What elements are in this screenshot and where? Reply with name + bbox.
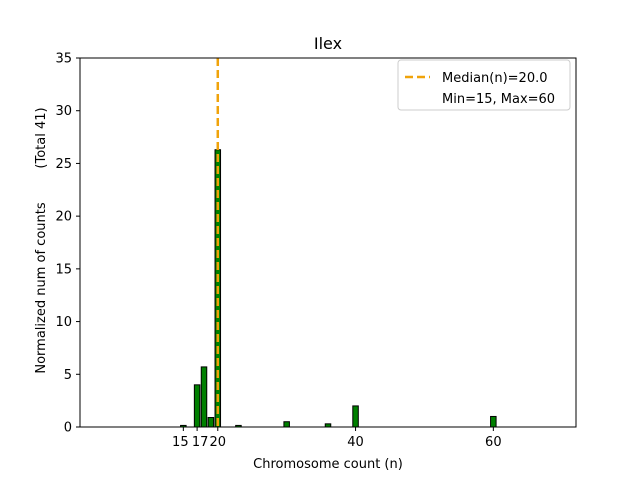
x-tick-label: 20 (210, 435, 227, 450)
x-tick-label: 17 (192, 435, 209, 450)
x-tick-label: 40 (347, 435, 364, 450)
x-tick-label: 60 (485, 435, 502, 450)
x-axis-label: Chromosome count (n) (253, 457, 403, 472)
bar (283, 421, 290, 428)
legend-box (397, 59, 571, 111)
y-tick-label: 30 (55, 104, 72, 119)
y-tick-label: 0 (64, 421, 72, 436)
x-tick-label: 15 (172, 435, 189, 450)
y-tick-label: 25 (55, 157, 72, 172)
y-tick-label: 5 (64, 368, 72, 383)
y-tick-label: 10 (55, 315, 72, 330)
y-axis-label: Normalized num of counts (34, 202, 49, 373)
y-axis-total-label: (Total 41) (34, 107, 49, 168)
legend: Median(n)=20.0 Min=15, Max=60 (397, 59, 571, 111)
bar (207, 417, 215, 428)
bar (193, 384, 201, 428)
y-tick-label: 20 (55, 210, 72, 225)
bar (352, 405, 359, 428)
y-tick-label: 35 (55, 52, 72, 67)
bar (200, 366, 208, 428)
chart-title: Ilex (314, 34, 342, 53)
legend-entry-median: Median(n)=20.0 (442, 71, 548, 86)
axes-frame (79, 57, 577, 428)
legend-entry-range: Min=15, Max=60 (442, 92, 555, 107)
bar (490, 415, 497, 428)
y-tick-label: 15 (55, 262, 72, 277)
